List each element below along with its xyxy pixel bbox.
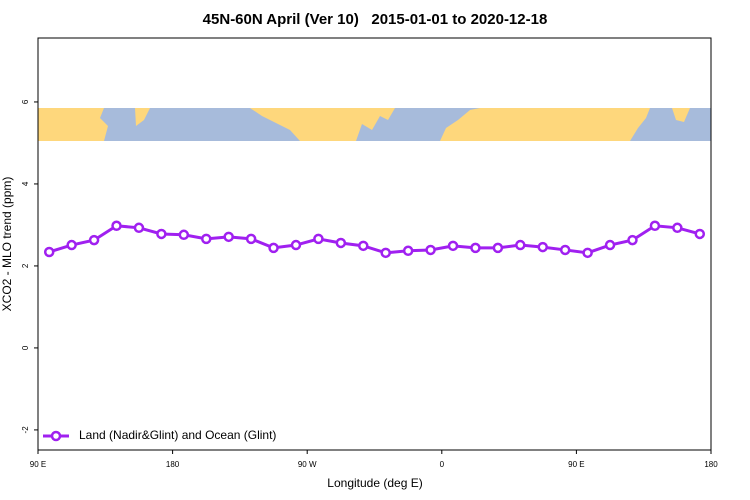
point [470,242,481,254]
point [537,241,548,253]
x-tick-label: 180 [704,460,718,469]
point [313,233,324,245]
point [290,239,302,251]
x-tick-label: 90 E [568,460,584,469]
land [440,108,650,141]
x-tick-label: 180 [166,460,180,469]
y-tick-label: 2 [21,263,30,268]
point [156,228,167,240]
point [358,240,369,252]
point [604,239,616,251]
point [201,233,212,245]
point [111,220,122,232]
point [694,228,706,240]
point [559,244,571,256]
x-axis-label: Longitude (deg E) [327,476,422,490]
y-tick-label: 0 [21,345,30,350]
point [43,246,55,258]
y-axis-label: XCO2 - MLO trend (ppm) [0,177,14,312]
point [223,231,234,243]
plot-frame [37,37,712,451]
land [38,108,108,141]
point [425,244,436,256]
point [133,222,145,234]
chart-title: 45N-60N April (Ver 10) 2015-01-01 to 202… [203,11,548,28]
point [649,220,661,232]
point [380,247,391,259]
y-tick-label: 6 [21,99,30,104]
point [447,240,459,252]
point [335,237,347,249]
point [268,242,279,254]
y-tick-label: 4 [21,181,30,186]
land [135,108,150,126]
point [582,247,593,259]
point [627,234,638,246]
point [245,233,257,245]
point [492,242,504,254]
x-tick-label: 90 W [298,460,317,469]
point [402,245,414,257]
series-line [48,224,701,255]
map-band [38,108,711,141]
x-tick-label: 90 E [30,460,46,469]
legend-label: Land (Nadir&Glint) and Ocean (Glint) [79,428,276,442]
legend-marker [50,430,62,442]
land [672,108,690,122]
point [672,222,683,234]
land [250,108,395,141]
point [515,239,526,251]
x-tick-label: 0 [440,460,445,469]
point [66,239,77,251]
y-tick-label: -2 [21,426,30,434]
point [88,234,100,246]
point [178,229,190,241]
